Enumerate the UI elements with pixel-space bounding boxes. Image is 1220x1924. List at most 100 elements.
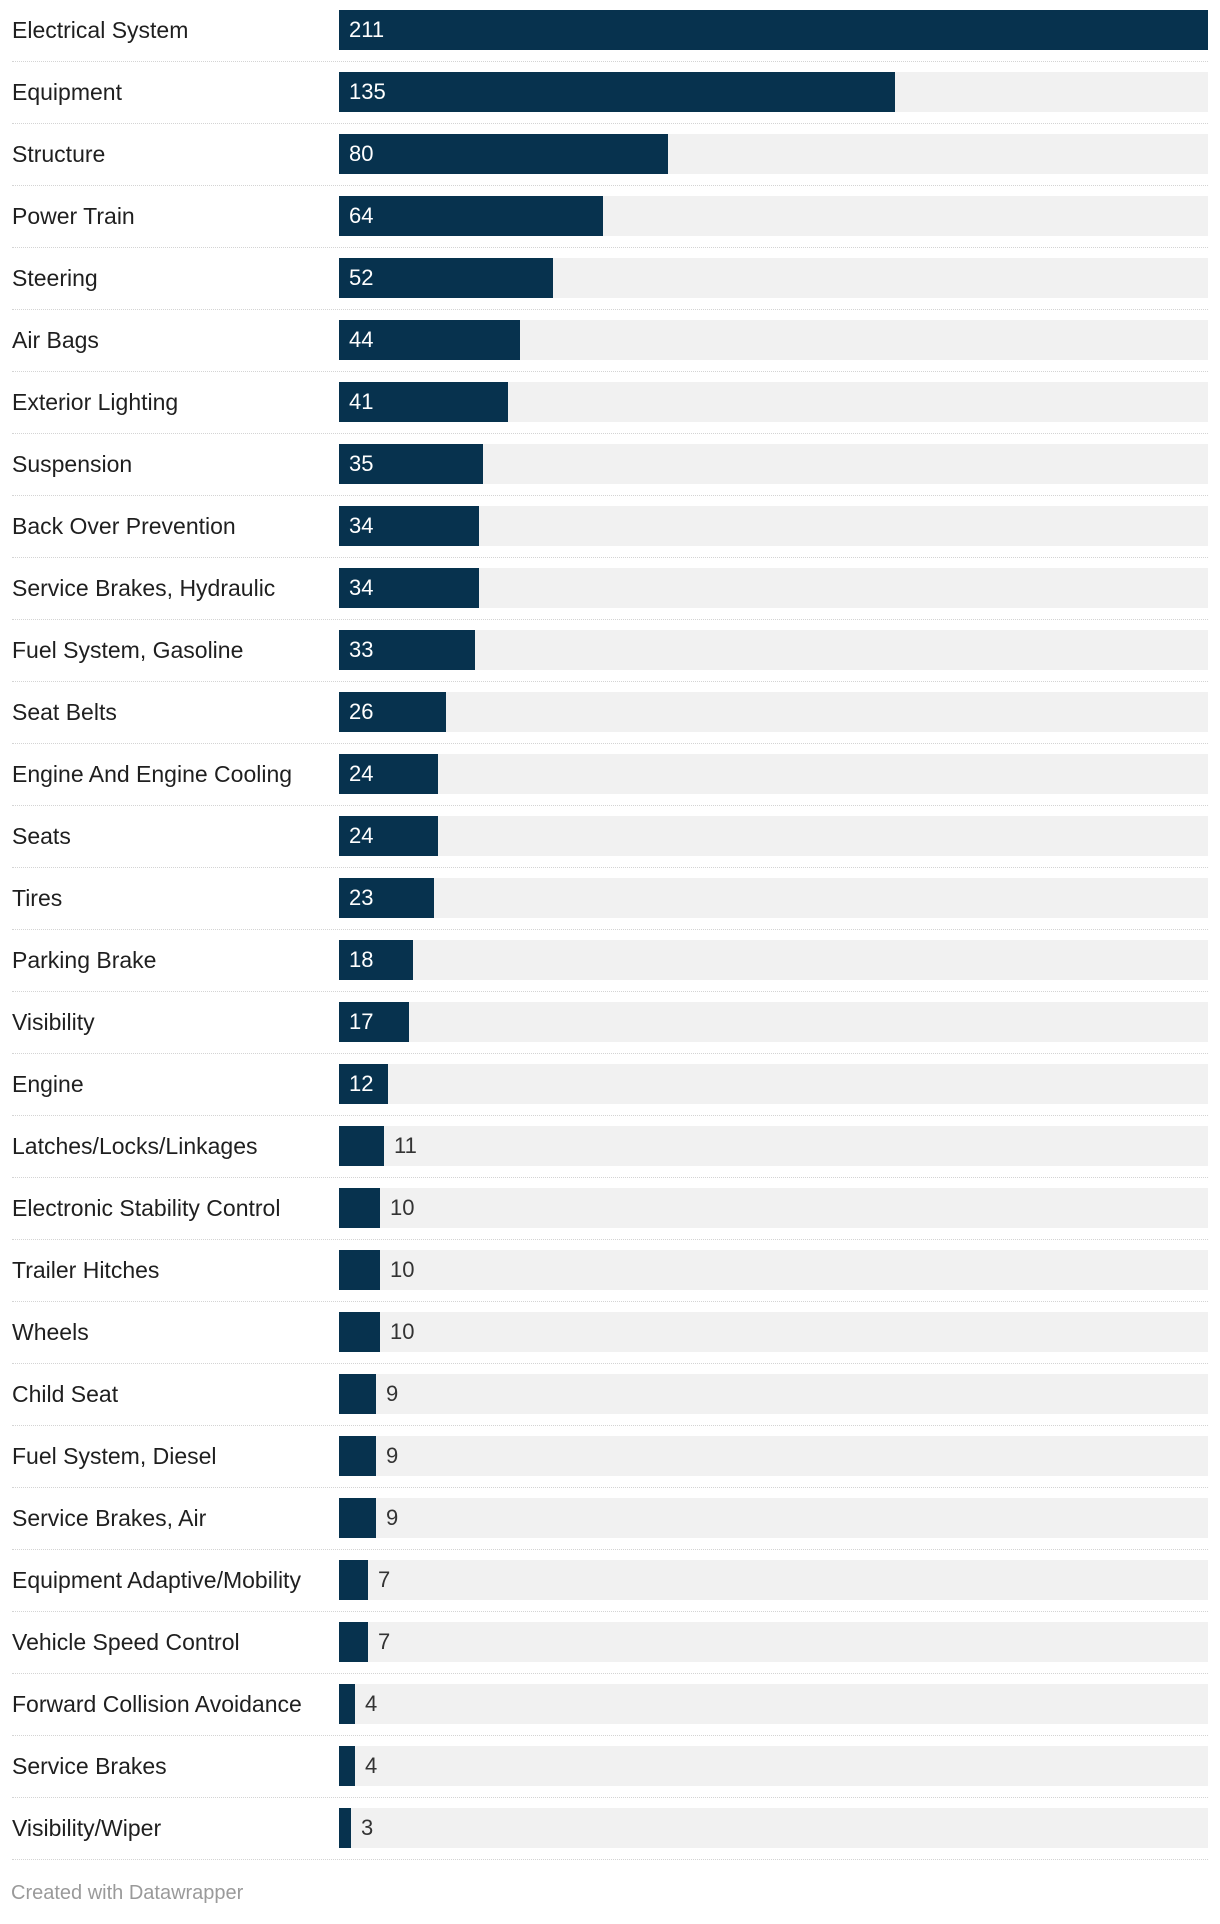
bar-value-label: 18 — [349, 947, 374, 972]
category-label: Fuel System, Gasoline — [12, 637, 244, 663]
row-divider — [12, 495, 1208, 496]
bar — [339, 816, 438, 856]
bar-track: 80 — [339, 134, 1208, 174]
bar-row: Parking Brake 18 — [12, 930, 1208, 992]
bar — [339, 134, 668, 174]
bar-row: Electrical System 211 — [12, 0, 1208, 62]
bar — [339, 1560, 368, 1600]
bar-row: Vehicle Speed Control 7 — [12, 1612, 1208, 1674]
bar-track: 52 — [339, 258, 1208, 298]
bar-row: Fuel System, Gasoline 33 — [12, 620, 1208, 682]
row-divider — [12, 123, 1208, 124]
bar-track: 4 — [339, 1746, 1208, 1786]
bar-value-label: 33 — [349, 637, 374, 662]
bar-track: 10 — [339, 1188, 1208, 1228]
bar-value-label: 211 — [349, 17, 385, 42]
bar-track: 34 — [339, 568, 1208, 608]
bar-track: 9 — [339, 1374, 1208, 1414]
category-label: Engine And Engine Cooling — [12, 761, 293, 787]
bar — [339, 630, 475, 670]
row-divider — [12, 1239, 1208, 1240]
bar-track: 4 — [339, 1684, 1208, 1724]
bar-row: Tires 23 — [12, 868, 1208, 930]
category-label: Visibility — [12, 1009, 95, 1035]
bar-row: Trailer Hitches 10 — [12, 1240, 1208, 1302]
row-divider — [12, 1611, 1208, 1612]
category-label: Electrical System — [12, 17, 189, 43]
bar-value-label: 9 — [386, 1505, 399, 1530]
category-label: Structure — [12, 141, 106, 167]
row-divider — [12, 247, 1208, 248]
bar-row: Service Brakes, Air 9 — [12, 1488, 1208, 1550]
bar-row: Fuel System, Diesel 9 — [12, 1426, 1208, 1488]
bar-row: Back Over Prevention 34 — [12, 496, 1208, 558]
category-label: Exterior Lighting — [12, 389, 179, 415]
row-divider — [12, 619, 1208, 620]
bar-row: Power Train 64 — [12, 186, 1208, 248]
row-divider — [12, 1363, 1208, 1364]
bar — [339, 1064, 388, 1104]
row-divider — [12, 61, 1208, 62]
category-label: Engine — [12, 1071, 84, 1097]
bar — [339, 1374, 376, 1414]
bar-track: 34 — [339, 506, 1208, 546]
bar-row: Latches/Locks/Linkages 11 — [12, 1116, 1208, 1178]
category-label: Child Seat — [12, 1381, 119, 1407]
bar-track: 41 — [339, 382, 1208, 422]
row-divider — [12, 991, 1208, 992]
bar — [339, 878, 434, 918]
bar-value-label: 3 — [361, 1815, 374, 1840]
category-label: Suspension — [12, 451, 133, 477]
bar-track: 7 — [339, 1560, 1208, 1600]
bar-value-label: 23 — [349, 885, 374, 910]
bar-value-label: 135 — [349, 79, 386, 104]
category-label: Steering — [12, 265, 98, 291]
row-divider — [12, 1859, 1208, 1860]
bar-row: Visibility 17 — [12, 992, 1208, 1054]
bar-value-label: 4 — [365, 1753, 378, 1778]
bar-value-label: 24 — [349, 761, 374, 786]
bar-value-label: 10 — [390, 1319, 415, 1344]
category-label: Visibility/Wiper — [12, 1815, 162, 1841]
row-divider — [12, 185, 1208, 186]
category-label: Service Brakes, Air — [12, 1505, 207, 1531]
bar-track: 135 — [339, 72, 1208, 112]
bar-row: Air Bags 44 — [12, 310, 1208, 372]
bar-row: Exterior Lighting 41 — [12, 372, 1208, 434]
row-divider — [12, 1549, 1208, 1550]
category-label: Service Brakes, Hydraulic — [12, 575, 276, 601]
category-label: Electronic Stability Control — [12, 1195, 281, 1221]
bar-value-label: 12 — [349, 1071, 374, 1096]
category-label: Wheels — [12, 1319, 89, 1345]
row-divider — [12, 1673, 1208, 1674]
bar — [339, 1436, 376, 1476]
bar — [339, 196, 603, 236]
category-label: Back Over Prevention — [12, 513, 236, 539]
bar — [339, 1002, 409, 1042]
bar — [339, 320, 520, 360]
bar-track: 26 — [339, 692, 1208, 732]
bar-track: 35 — [339, 444, 1208, 484]
row-divider — [12, 929, 1208, 930]
bar-row: Forward Collision Avoidance 4 — [12, 1674, 1208, 1736]
bar — [339, 72, 895, 112]
category-label: Fuel System, Diesel — [12, 1443, 217, 1469]
bar — [339, 940, 413, 980]
bar-track: 33 — [339, 630, 1208, 670]
bar — [339, 1250, 380, 1290]
bar-value-label: 11 — [394, 1133, 417, 1158]
bar-track: 3 — [339, 1808, 1208, 1848]
row-divider — [12, 1053, 1208, 1054]
row-divider — [12, 557, 1208, 558]
bar-track: 24 — [339, 754, 1208, 794]
row-divider — [12, 1487, 1208, 1488]
category-label: Vehicle Speed Control — [12, 1629, 240, 1655]
bar-track: 18 — [339, 940, 1208, 980]
bar-track: 211 — [339, 10, 1208, 50]
bar-value-label: 44 — [349, 327, 374, 352]
bar-row: Steering 52 — [12, 248, 1208, 310]
bar-row: Visibility/Wiper 3 — [12, 1798, 1208, 1860]
bar — [339, 1808, 351, 1848]
bar — [339, 568, 479, 608]
